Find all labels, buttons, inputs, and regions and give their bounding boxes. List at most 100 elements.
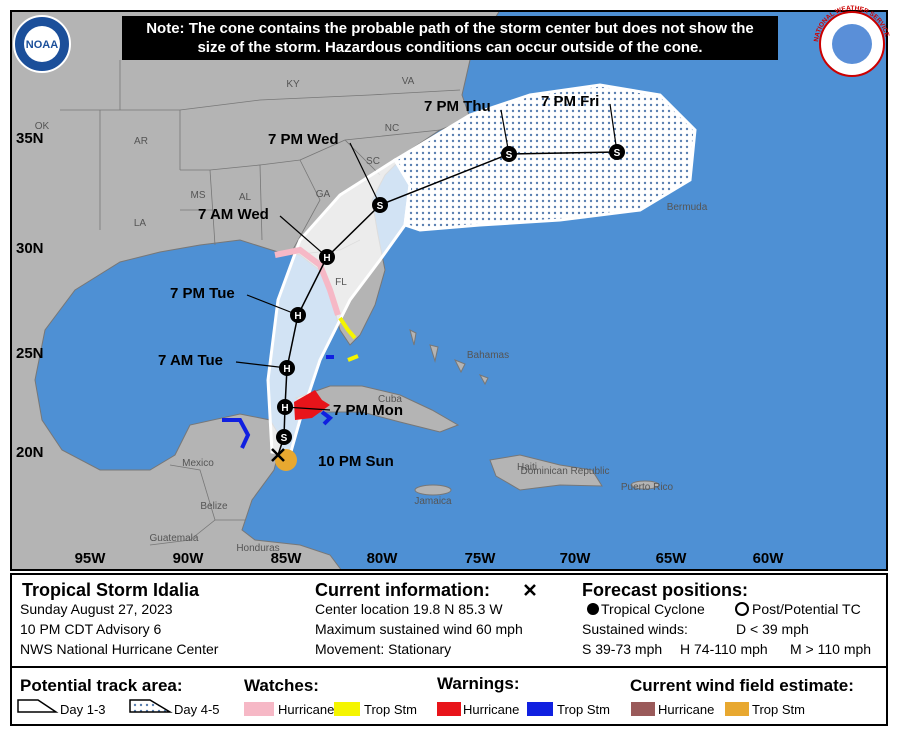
land-cuba	[294, 385, 460, 433]
current-position	[271, 448, 285, 462]
place-label: GA	[316, 189, 331, 200]
watch-ts-label: Trop Stm	[364, 702, 417, 717]
forecast-label: 10 PM Sun	[318, 453, 394, 470]
tc-icon	[587, 603, 599, 615]
day13-label: Day 1-3	[60, 702, 106, 717]
day45-label: Day 4-5	[174, 702, 220, 717]
current-line: Movement: Stationary	[315, 641, 451, 657]
place-label: Puerto Rico	[621, 482, 674, 493]
warn-hurricane-label: Hurricane	[463, 702, 519, 717]
forecast-point	[290, 307, 306, 323]
d-label: D < 39 mph	[736, 621, 809, 637]
note-holder: Note: The cone contains the probable pat…	[146, 20, 754, 56]
forecast-label: 7 PM Wed	[268, 131, 339, 148]
wind-hurricane-label: Hurricane	[658, 702, 714, 717]
place-label: NC	[385, 123, 399, 134]
ptc-icon	[735, 602, 749, 616]
day45-icon	[129, 699, 173, 713]
forecast-point	[319, 249, 335, 265]
forecast-label: 7 PM Tue	[170, 285, 235, 302]
place-label: Honduras	[236, 543, 279, 554]
label-leader	[246, 294, 299, 316]
forecast-label: 7 PM Thu	[424, 98, 491, 115]
forecast-symbol: S	[377, 201, 384, 212]
lat-label: 35N	[16, 130, 44, 147]
place-label: Dominican Republic	[521, 466, 610, 477]
place-label: AL	[239, 192, 252, 203]
m-label: M > 110 mph	[790, 641, 871, 657]
place-label: KY	[286, 79, 300, 90]
wind-heading: Current wind field estimate:	[630, 676, 854, 695]
h-label: H 74-110 mph	[680, 641, 768, 657]
label-leader	[279, 215, 328, 258]
lon-label: 85W	[271, 550, 303, 567]
track-heading: Potential track area:	[20, 676, 183, 695]
warnings-heading: Warnings:	[437, 674, 519, 693]
place-label: Bahamas	[467, 350, 509, 361]
lon-label: 90W	[173, 550, 205, 567]
storm-title: Tropical Storm Idalia	[22, 580, 200, 600]
place-label: SC	[366, 156, 380, 167]
forecast-symbol: H	[323, 253, 330, 264]
forecast-label: 7 PM Fri	[541, 93, 599, 110]
hurricane-warning	[294, 390, 330, 420]
forecast-label: 7 PM Mon	[333, 402, 403, 419]
lon-label: 65W	[656, 550, 688, 567]
forecast-symbol: S	[506, 150, 513, 161]
place-label: VA	[402, 76, 415, 87]
ts-wind-field	[275, 449, 297, 471]
tc-label: Tropical Cyclone	[601, 601, 705, 617]
forecast-symbol: S	[614, 148, 621, 159]
note: Note: The cone contains the probable pat…	[146, 20, 754, 56]
watch-hurricane-swatch	[244, 702, 274, 716]
place-label: Belize	[200, 501, 228, 512]
sustained-label: Sustained winds:	[582, 621, 688, 637]
place-label: LA	[134, 218, 147, 229]
land-hispaniola	[489, 454, 603, 491]
forecast-point	[276, 429, 292, 445]
day13-icon	[17, 699, 59, 713]
place-label: Guatemala	[150, 533, 199, 544]
lon-label: 80W	[367, 550, 399, 567]
lat-label: 30N	[16, 240, 44, 257]
forecast-label: 7 AM Wed	[198, 206, 269, 223]
warn-ts-label: Trop Stm	[557, 702, 610, 717]
noaa-logo: NOAA	[13, 15, 71, 73]
forecast-symbol: H	[281, 403, 288, 414]
ts-watch	[338, 316, 359, 362]
forecast-point	[501, 146, 517, 162]
ptc-label: Post/Potential TC	[752, 601, 861, 617]
lon-label: 70W	[560, 550, 592, 567]
current-line: Maximum sustained wind 60 mph	[315, 621, 523, 637]
ts-warning	[222, 355, 334, 449]
current-x-icon	[524, 584, 536, 596]
info-line: Sunday August 27, 2023	[20, 601, 173, 617]
forecast-heading: Forecast positions:	[582, 580, 748, 600]
current-line: Center location 19.8 N 85.3 W	[315, 601, 503, 617]
lon-label: 60W	[753, 550, 785, 567]
noaa-text: NOAA	[26, 39, 58, 51]
watch-hurricane-label: Hurricane	[278, 702, 334, 717]
s-label: S 39-73 mph	[582, 641, 662, 657]
land-puerto-rico	[630, 480, 660, 490]
warn-hurricane-swatch	[437, 702, 461, 716]
forecast-label: 7 AM Tue	[158, 352, 223, 369]
info-panel	[10, 573, 888, 726]
lon-label: 75W	[465, 550, 497, 567]
place-label: Jamaica	[414, 496, 452, 507]
forecast-point	[277, 399, 293, 415]
land-bahamas	[409, 329, 489, 386]
forecast-symbol: H	[283, 364, 290, 375]
land-jamaica	[414, 484, 452, 496]
place-label: OK	[35, 121, 50, 132]
info-line: NWS National Hurricane Center	[20, 641, 219, 657]
cone-day-4-5	[392, 83, 697, 232]
place-label: AR	[134, 136, 148, 147]
map-frame	[10, 10, 888, 571]
info-line: 10 PM CDT Advisory 6	[20, 621, 162, 637]
forecast-symbol: S	[281, 433, 288, 444]
lat-label: 25N	[16, 345, 44, 362]
label-leader	[349, 142, 381, 206]
map: 95W 90W 85W 80W 75W 70W 65W 60W 35N 30N 25N 20N OK AR…	[11, 11, 887, 570]
